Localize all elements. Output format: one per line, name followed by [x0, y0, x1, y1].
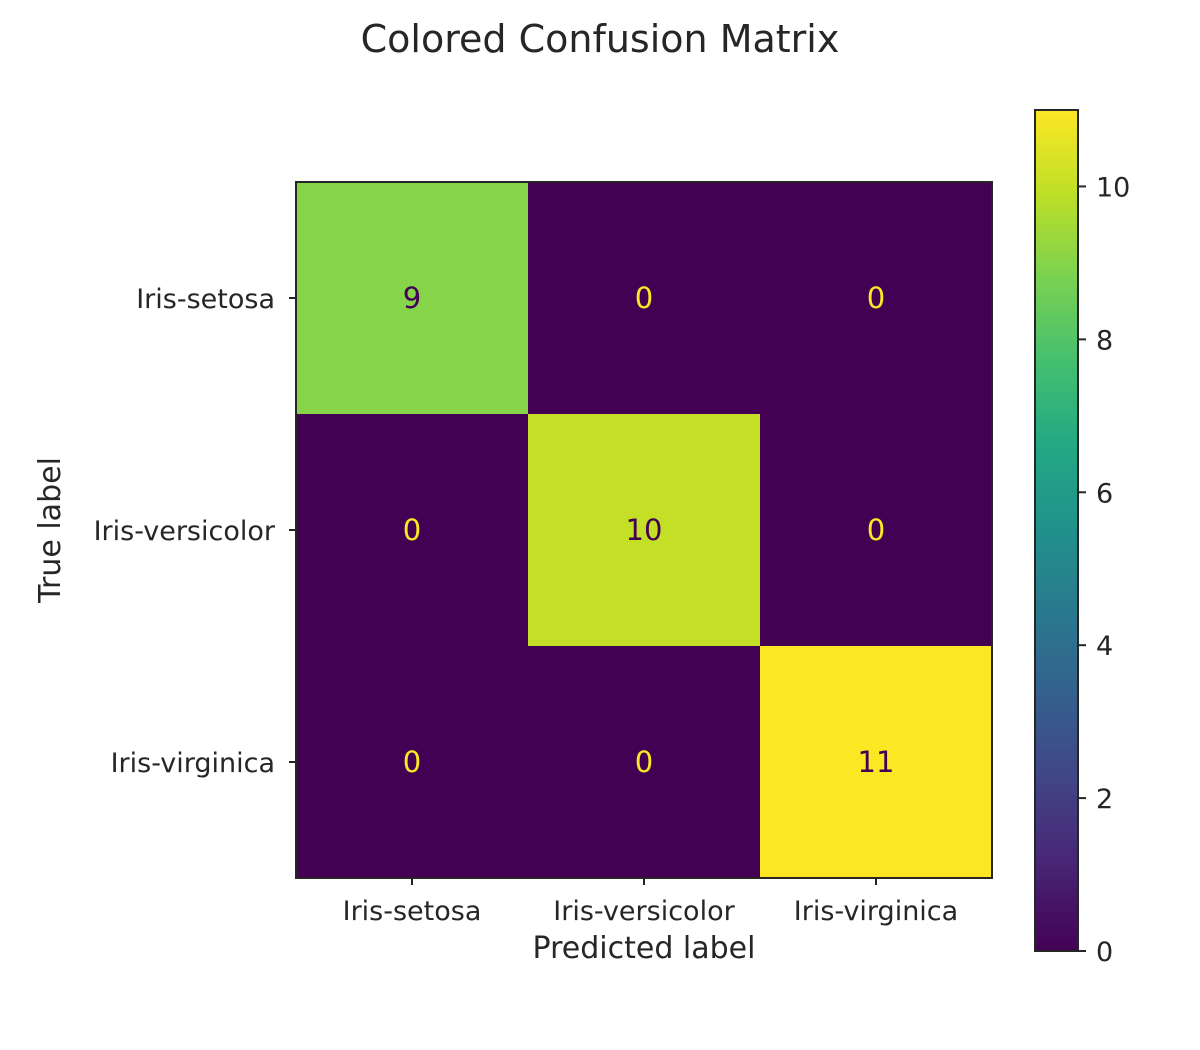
y-tick-label: Iris-setosa	[136, 284, 275, 315]
colorbar-tick-label: 6	[1096, 478, 1113, 509]
matrix-cell	[528, 182, 761, 415]
x-axis-ticks: Iris-setosa Iris-versicolor Iris-virginica	[343, 878, 958, 927]
cell-value-label: 0	[403, 513, 421, 547]
y-tick-label: Iris-versicolor	[94, 516, 276, 547]
cell-value-label: 9	[403, 281, 421, 315]
matrix-cell	[296, 182, 529, 415]
matrix-cell-labels: 9 0 0 0 10 0 0 0 11	[403, 281, 895, 779]
x-tick-label: Iris-setosa	[343, 896, 482, 927]
matrix-cell	[760, 646, 993, 879]
matrix-cell	[760, 182, 993, 415]
cell-value-label: 10	[626, 513, 663, 547]
chart-title: Colored Confusion Matrix	[361, 17, 840, 61]
x-tick-label: Iris-versicolor	[553, 896, 735, 927]
y-tick-label: Iris-virginica	[111, 748, 275, 779]
cell-value-label: 0	[867, 281, 885, 315]
colorbar-tick-label: 4	[1096, 631, 1113, 662]
matrix-cell	[296, 414, 529, 647]
matrix-cells	[296, 182, 993, 879]
colorbar-tick-label: 2	[1096, 784, 1113, 815]
cell-value-label: 0	[867, 513, 885, 547]
cell-value-label: 0	[635, 281, 653, 315]
colorbar-tick-label: 0	[1096, 937, 1113, 968]
matrix-cell	[760, 414, 993, 647]
x-tick-label: Iris-virginica	[794, 896, 958, 927]
matrix-cell	[528, 646, 761, 879]
y-axis-label: True label	[33, 457, 68, 604]
cell-value-label: 11	[858, 745, 895, 779]
colorbar-tick-label: 8	[1096, 325, 1113, 356]
cell-value-label: 0	[635, 745, 653, 779]
matrix-cell	[528, 414, 761, 647]
matrix-cell	[296, 646, 529, 879]
x-axis-label: Predicted label	[533, 931, 756, 966]
cell-value-label: 0	[403, 745, 421, 779]
y-axis-ticks: Iris-setosa Iris-versicolor Iris-virginica	[94, 284, 296, 779]
colorbar-ticks: 0 2 4 6 8 10	[1078, 172, 1130, 968]
colorbar-tick-label: 10	[1096, 172, 1130, 203]
colorbar	[1034, 109, 1079, 952]
